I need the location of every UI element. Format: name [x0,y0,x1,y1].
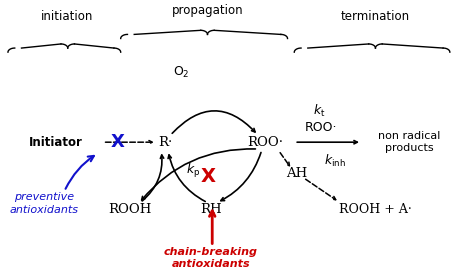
Text: $k_\mathrm{inh}$: $k_\mathrm{inh}$ [324,153,346,169]
Text: RH: RH [200,202,222,216]
Text: $k_\mathrm{t}$: $k_\mathrm{t}$ [313,103,325,119]
Text: $k_\mathrm{p}$: $k_\mathrm{p}$ [186,162,200,180]
Text: ROOH + A·: ROOH + A· [339,202,412,216]
Text: initiation: initiation [40,10,93,24]
Text: ROO·: ROO· [305,121,338,134]
Text: preventive
antioxidants: preventive antioxidants [10,192,78,215]
Text: AH: AH [286,167,307,180]
Text: O$_2$: O$_2$ [173,65,190,80]
Text: Initiator: Initiator [28,136,82,149]
Text: R·: R· [158,136,173,149]
Text: termination: termination [341,10,410,24]
Text: ROO·: ROO· [247,136,283,149]
Text: propagation: propagation [172,4,244,17]
Text: X: X [201,167,216,186]
Text: X: X [110,133,125,151]
Text: non radical
products: non radical products [378,131,441,153]
Text: ROOH: ROOH [108,202,152,216]
Text: chain-breaking
antioxidants: chain-breaking antioxidants [164,247,258,269]
